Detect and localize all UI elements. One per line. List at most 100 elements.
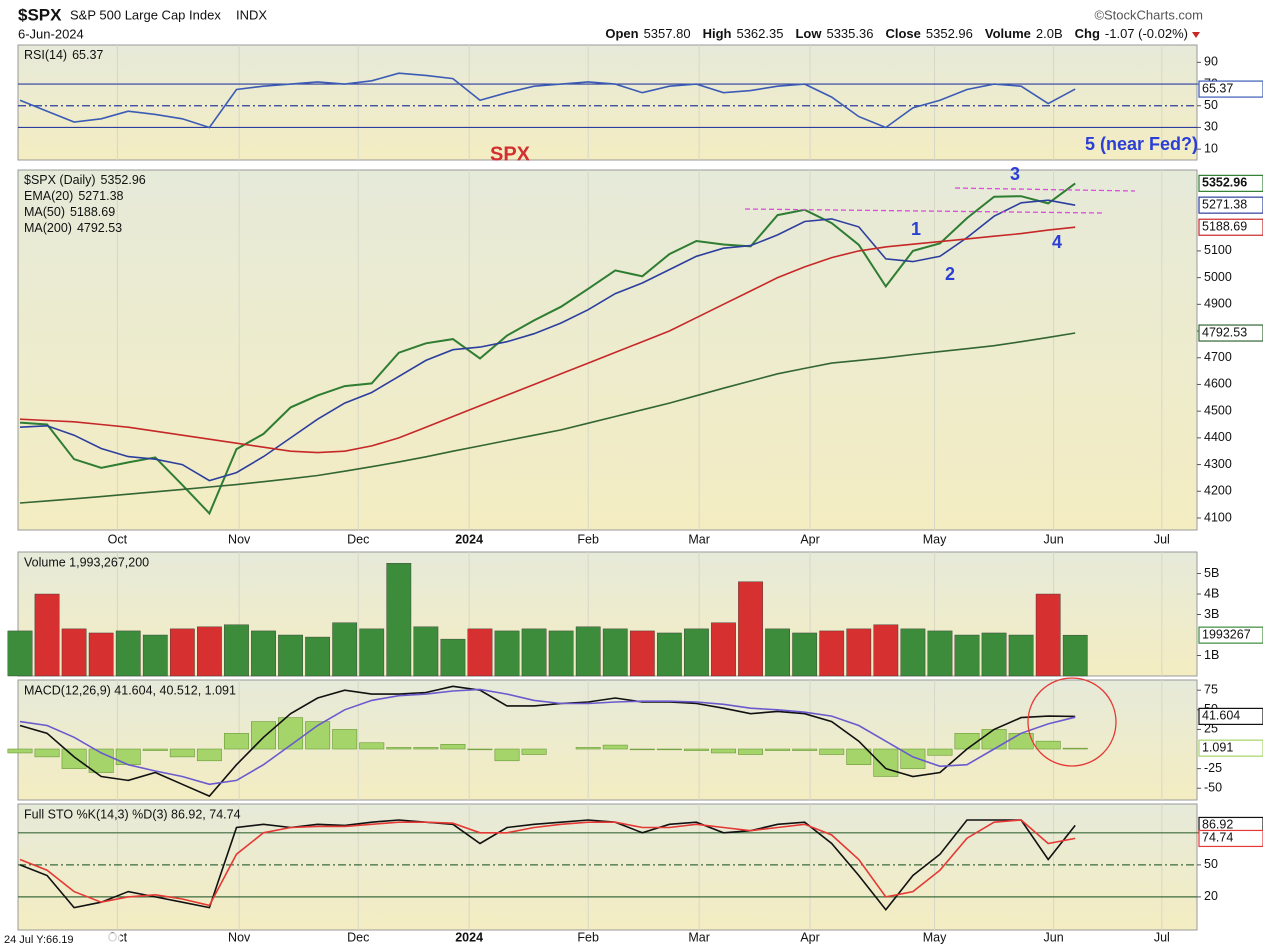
- value-tag-text: 86.92: [1202, 818, 1233, 832]
- chg-arrow: [1192, 32, 1200, 38]
- series-line: [19, 819, 1076, 911]
- y-tick-label: 1B: [1204, 648, 1219, 662]
- x-tick-label: 2024: [455, 532, 483, 546]
- panel-title: MACD(12,26,9) 41.604, 40.512, 1.091: [24, 683, 236, 697]
- quote-label: High: [703, 26, 732, 41]
- x-tick-label: Jul: [1154, 532, 1170, 546]
- quote-label: Low: [795, 26, 822, 41]
- series-line: [19, 226, 1076, 454]
- panel-title: Volume 1,993,267,200: [24, 555, 149, 569]
- histogram-bar: [873, 748, 899, 777]
- x-tick-label: Dec: [347, 532, 369, 546]
- histogram-bar: [196, 748, 222, 762]
- histogram-bar: [656, 748, 682, 751]
- x-tick-label: Mar: [688, 930, 710, 944]
- quote-value: 5357.80: [644, 26, 691, 41]
- annotation: SPX: [490, 143, 531, 165]
- y-tick-label: 5000: [1204, 270, 1232, 284]
- volume-bar: [819, 630, 845, 677]
- y-tick-label: 25: [1204, 722, 1218, 736]
- x-tick-label: Apr: [800, 930, 819, 944]
- volume-bar: [467, 628, 493, 677]
- volume-bar: [359, 628, 385, 677]
- volume-bar: [873, 624, 899, 677]
- series-line: [19, 819, 1076, 907]
- value-tag: [1198, 829, 1263, 848]
- y-tick-label: 50: [1204, 857, 1218, 871]
- y-tick-label: 4900: [1204, 297, 1232, 311]
- x-tick-label: Jun: [1044, 930, 1064, 944]
- volume-bar: [900, 628, 926, 677]
- volume-bar: [657, 632, 682, 677]
- histogram-bar: [629, 748, 655, 751]
- histogram-bar: [7, 748, 33, 754]
- volume-bar: [169, 628, 195, 677]
- histogram-bar: [61, 748, 87, 769]
- symbol: $SPX: [18, 5, 62, 24]
- annotation: 3: [1010, 164, 1020, 184]
- volume-bar: [1062, 634, 1088, 677]
- quote-label: Chg: [1075, 26, 1100, 41]
- value-tag-text: 5188.69: [1202, 220, 1247, 234]
- volume-bar: [494, 630, 520, 677]
- y-tick-label: 4B: [1204, 586, 1219, 600]
- volume-bar: [413, 626, 439, 677]
- histogram-bar: [819, 748, 845, 755]
- volume-bar: [602, 628, 628, 677]
- y-tick-label: 3B: [1204, 607, 1219, 621]
- volume-bar: [927, 630, 953, 677]
- histogram-bar: [332, 729, 358, 750]
- histogram-bar: [142, 748, 168, 751]
- volume-bar: [115, 630, 141, 677]
- volume-bar: [251, 630, 276, 677]
- quote-label: Open: [605, 26, 638, 41]
- x-tick-label: Mar: [688, 532, 710, 546]
- x-tick-label: Oct: [108, 532, 128, 546]
- quote-label: Volume: [985, 26, 1031, 41]
- y-tick-label: 5B: [1204, 566, 1219, 580]
- value-tag-text: 5271.38: [1202, 197, 1247, 211]
- series-line: [19, 685, 1076, 798]
- histogram-bar: [278, 717, 304, 750]
- histogram-bar: [792, 748, 818, 751]
- histogram-bar: [981, 729, 1007, 750]
- volume-bar: [521, 628, 547, 677]
- y-tick-label: 90: [1204, 55, 1218, 69]
- histogram-bar: [467, 748, 493, 751]
- volume-bar: [792, 632, 818, 677]
- x-tick-label: May: [923, 930, 947, 944]
- volume-bar: [278, 634, 303, 677]
- y-tick-label: 30: [1204, 120, 1218, 134]
- cursor-label: 24 Jul Y:66.19: [4, 934, 74, 945]
- volume-bar: [846, 628, 872, 677]
- y-tick-label: -25: [1204, 761, 1222, 775]
- value-tag: [1198, 707, 1263, 725]
- histogram-bar: [683, 748, 709, 751]
- legend-name: EMA(20): [24, 189, 73, 203]
- quote-value: 5335.36: [826, 26, 873, 41]
- series-line: [19, 182, 1076, 516]
- histogram-bar: [115, 748, 141, 766]
- y-tick-label: 10: [1204, 141, 1218, 155]
- series-line: [19, 199, 1076, 482]
- y-tick-label: 4400: [1204, 430, 1232, 444]
- volume-bar: [575, 626, 601, 677]
- quote-value: -1.07 (-0.02%): [1105, 26, 1188, 41]
- series-line: [19, 688, 1076, 786]
- histogram-bar: [223, 733, 249, 750]
- histogram-bar: [738, 748, 764, 755]
- legend-value: 5271.38: [78, 189, 123, 203]
- y-tick-label: 50: [1204, 98, 1218, 112]
- volume-bar: [386, 563, 412, 677]
- legend-name: MA(50): [24, 205, 65, 219]
- value-tag: [1198, 739, 1263, 757]
- y-tick-label: 4500: [1204, 403, 1232, 417]
- volume-bar: [765, 628, 790, 677]
- panel-bg: [17, 803, 1198, 931]
- value-tag-text: 4792.53: [1202, 325, 1247, 339]
- value-tag-text: 1993267: [1202, 627, 1251, 641]
- volume-bar: [332, 622, 358, 677]
- value-tag: [1198, 324, 1263, 342]
- y-tick-label: -50: [1204, 781, 1222, 795]
- value-tag: [1198, 218, 1263, 236]
